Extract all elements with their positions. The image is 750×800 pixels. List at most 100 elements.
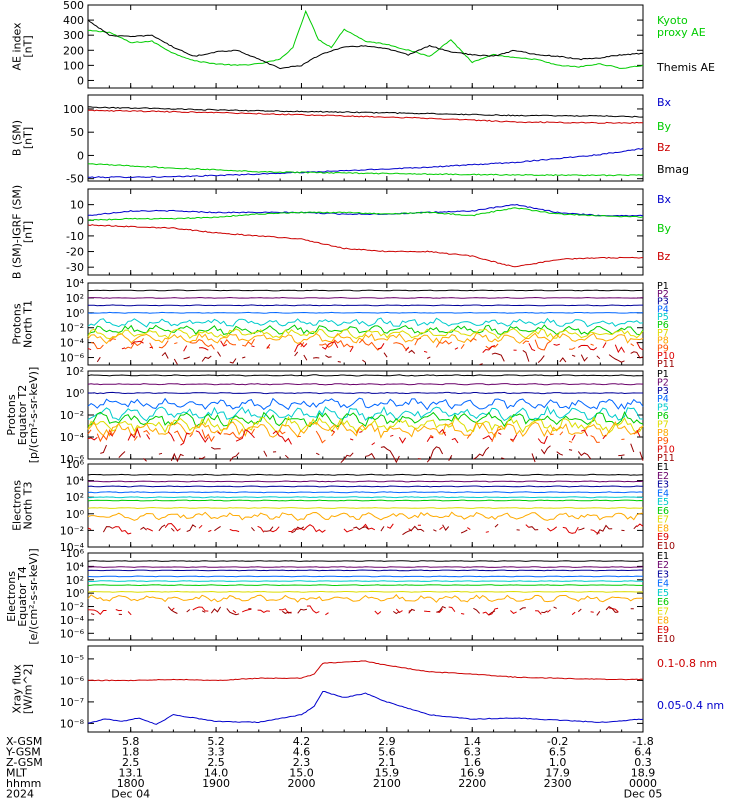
legend-entry: E7 — [657, 606, 669, 617]
x-axis-value: 2.5 — [207, 756, 225, 769]
panel-frame — [87, 552, 644, 641]
x-axis-value: 5.6 — [378, 746, 396, 759]
y-tick-label: 10² — [66, 365, 84, 378]
series-line-bx — [87, 203, 644, 217]
legend-entry: P5 — [657, 312, 669, 323]
series-line-p1 — [87, 374, 644, 377]
y-axis-label: B (SM)-IGRF (SM) — [11, 185, 24, 279]
y-tick-label: 10⁴ — [66, 277, 85, 290]
x-axis-value: 5.2 — [207, 735, 225, 748]
legend-entry: E7 — [657, 515, 669, 526]
x-axis-value: 1.4 — [463, 735, 481, 748]
series-line-p10 — [87, 427, 641, 446]
y-tick-label: 10⁻⁴ — [60, 614, 85, 627]
series-line-p9 — [87, 428, 641, 444]
x-axis-value: 2.5 — [122, 756, 140, 769]
legend-entry: P11 — [657, 453, 675, 464]
x-axis-year: 2024 — [6, 788, 34, 800]
y-tick-label: 10⁻² — [60, 409, 84, 422]
y-tick-label: 10⁻⁶ — [60, 352, 85, 365]
panel-frame — [87, 463, 644, 548]
y-tick-label: 10⁶ — [66, 547, 85, 560]
y-tick-label: -10 — [66, 230, 84, 243]
y-tick-label: 50 — [70, 126, 84, 139]
x-axis-value: 15.9 — [375, 767, 400, 780]
y-tick-label: 500 — [63, 0, 84, 12]
y-tick-label: 10⁰ — [66, 508, 85, 521]
y-axis-label: Protons — [5, 394, 18, 435]
legend-entry: E3 — [657, 569, 669, 580]
x-axis-value: 18.9 — [631, 767, 656, 780]
x-axis-date-start: Dec 04 — [111, 788, 150, 800]
y-axis-label: Equator T4 — [16, 566, 29, 626]
legend-entry: P4 — [657, 394, 669, 405]
legend-entry: P6 — [657, 320, 669, 331]
series-line-e2 — [88, 566, 644, 568]
panel-frame — [87, 4, 644, 89]
series-line-e3 — [87, 569, 644, 572]
legend-entry: E4 — [657, 579, 669, 590]
series-line-e7 — [87, 506, 644, 510]
series-line-e4 — [87, 491, 644, 494]
series-line-p7 — [87, 328, 644, 340]
series-line-bz — [88, 109, 644, 124]
x-axis-value: 1900 — [202, 777, 230, 790]
legend-entry: P3 — [657, 386, 669, 397]
legend-entry: P10 — [657, 351, 675, 362]
x-axis-value: 2.1 — [378, 756, 396, 769]
y-tick-label: 10⁻⁶ — [60, 674, 85, 687]
x-axis-value: 0.3 — [634, 756, 652, 769]
y-tick-label: -20 — [66, 246, 84, 259]
legend-entry: E6 — [657, 597, 669, 608]
series-line-p5 — [87, 405, 644, 422]
series-line-e7 — [87, 590, 644, 593]
legend-entry: P2 — [657, 289, 669, 300]
series-line-bx — [87, 147, 644, 179]
legend-entry: 0.05-0.4 nm — [657, 699, 724, 712]
x-axis-value: 4.6 — [293, 746, 311, 759]
legend-entry: P5 — [657, 403, 669, 414]
x-axis-row-label: Z-GSM — [6, 756, 43, 769]
x-axis-value: 1.6 — [463, 756, 481, 769]
legend-entry: By — [657, 120, 672, 133]
legend-entry: E1 — [657, 462, 669, 473]
y-tick-label: 10⁶ — [66, 458, 85, 471]
y-tick-label: 10⁻⁵ — [60, 653, 84, 666]
y-tick-label: 10⁰ — [66, 587, 85, 600]
series-line-0-05-0-4-nm — [87, 691, 644, 725]
series-line-0-1-0-8-nm — [87, 660, 644, 682]
series-line-bz — [87, 224, 644, 268]
x-axis-value: 17.9 — [545, 767, 570, 780]
y-axis-label: [W/m^2] — [22, 664, 35, 714]
series-line-p2 — [87, 296, 644, 299]
legend-entry: E2 — [657, 471, 669, 482]
y-tick-label: 10⁻² — [60, 322, 84, 335]
legend-entry: E3 — [657, 480, 669, 491]
x-axis-value: 14.0 — [204, 767, 229, 780]
legend-entry: P4 — [657, 304, 669, 315]
x-axis-value: 2.9 — [378, 735, 396, 748]
y-tick-label: 10⁻⁸ — [60, 717, 85, 730]
series-line-by — [87, 207, 644, 222]
legend-entry: E1 — [657, 551, 669, 562]
series-line-themis-ae — [87, 19, 644, 70]
panel-bigrf: -30 -20 -10 0 10 B (SM)-IGRF (SM)[nT] Bx By Bz — [11, 185, 672, 279]
series-line-p4 — [87, 397, 644, 411]
legend-entry: P7 — [657, 328, 669, 339]
panel-xray: 10⁻⁸ 10⁻⁷ 10⁻⁶ 10⁻⁵ Xray flux[W/m^2] 0.1-0.8 … — [11, 645, 724, 733]
legend-entry: Bx — [657, 96, 672, 109]
y-axis-label: Equator T2 — [16, 385, 29, 445]
legend-entry: Bz — [657, 250, 671, 263]
y-tick-label: 10⁻⁷ — [60, 696, 84, 709]
series-line-e2 — [87, 480, 644, 483]
series-line-e6 — [87, 584, 644, 587]
y-axis-label: [nT] — [22, 127, 35, 149]
legend-entry: Bz — [657, 141, 671, 154]
legend-entry: 0.1-0.8 nm — [657, 657, 717, 670]
series-line-e5 — [88, 496, 644, 499]
x-axis-value: 1.8 — [122, 746, 140, 759]
series-line-p1 — [87, 289, 644, 292]
